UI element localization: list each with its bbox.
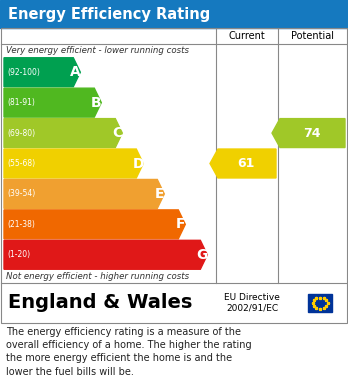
- Text: (39-54): (39-54): [7, 189, 35, 198]
- Text: A: A: [70, 65, 81, 79]
- Text: The energy efficiency rating is a measure of the
overall efficiency of a home. T: The energy efficiency rating is a measur…: [6, 327, 252, 377]
- Polygon shape: [4, 58, 80, 87]
- Text: G: G: [197, 248, 208, 262]
- Text: (81-91): (81-91): [7, 98, 35, 107]
- Text: Very energy efficient - lower running costs: Very energy efficient - lower running co…: [6, 46, 189, 55]
- Text: (69-80): (69-80): [7, 129, 35, 138]
- Text: Potential: Potential: [291, 31, 333, 41]
- Polygon shape: [4, 118, 122, 147]
- Bar: [308, 294, 332, 312]
- Text: F: F: [175, 217, 185, 231]
- Text: E: E: [155, 187, 164, 201]
- Polygon shape: [4, 88, 101, 117]
- Polygon shape: [210, 149, 276, 178]
- Text: Current: Current: [229, 31, 266, 41]
- Polygon shape: [4, 240, 207, 269]
- Text: (21-38): (21-38): [7, 220, 35, 229]
- Polygon shape: [272, 118, 345, 147]
- Polygon shape: [4, 210, 185, 239]
- Text: D: D: [133, 156, 144, 170]
- Text: England & Wales: England & Wales: [8, 294, 192, 312]
- Text: (92-100): (92-100): [7, 68, 40, 77]
- Bar: [1, 283, 347, 323]
- Bar: [0, 0, 348, 28]
- Text: B: B: [91, 96, 102, 109]
- Text: EU Directive
2002/91/EC: EU Directive 2002/91/EC: [224, 293, 280, 313]
- Text: Energy Efficiency Rating: Energy Efficiency Rating: [8, 7, 210, 22]
- Polygon shape: [4, 149, 143, 178]
- Text: 61: 61: [237, 157, 255, 170]
- Text: (1-20): (1-20): [7, 250, 30, 259]
- Text: 74: 74: [303, 127, 320, 140]
- Text: Not energy efficient - higher running costs: Not energy efficient - higher running co…: [6, 272, 189, 281]
- Polygon shape: [4, 179, 164, 208]
- Text: (55-68): (55-68): [7, 159, 35, 168]
- Text: C: C: [112, 126, 122, 140]
- Bar: [1, 28, 347, 323]
